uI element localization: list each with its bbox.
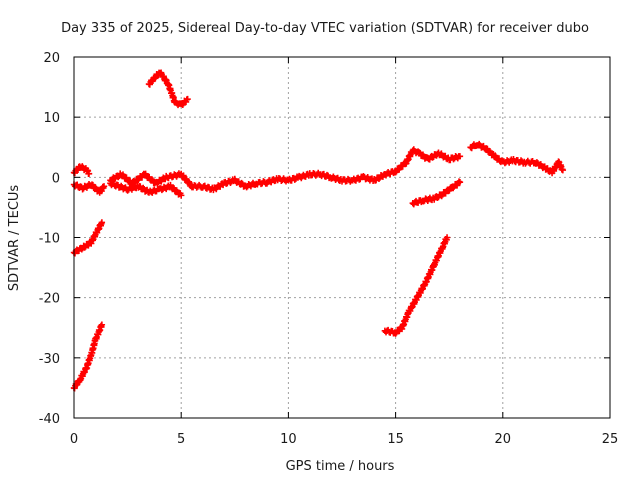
data-point [431, 245, 446, 268]
data-point [456, 178, 464, 186]
data-point [422, 262, 437, 286]
data-points [70, 69, 567, 392]
data-point [456, 153, 464, 160]
data-point [98, 219, 106, 226]
series-mid-track [409, 178, 464, 208]
y-tick-label: -40 [39, 412, 60, 427]
data-point [184, 95, 191, 103]
axis-ticks: 0 5 10 15 20 25 -40 -30 -20 -10 0 10 20 [39, 51, 619, 447]
grid-lines [74, 57, 610, 418]
y-tick-label: -10 [39, 232, 60, 247]
data-point [405, 296, 420, 317]
data-point [145, 69, 163, 88]
series-main-band [107, 146, 464, 194]
data-point [167, 181, 184, 198]
data-point [85, 170, 93, 177]
data-point [548, 160, 562, 177]
data-point [210, 180, 227, 194]
chart-title: Day 335 of 2025, Sidereal Day-to-day VTE… [61, 21, 589, 36]
y-tick-label: 0 [52, 171, 60, 186]
data-point [156, 69, 171, 88]
y-tick-label: -20 [39, 292, 60, 307]
x-tick-label: 0 [70, 432, 78, 447]
data-point [398, 309, 412, 333]
data-point [98, 321, 106, 328]
data-point [559, 166, 567, 174]
data-point [435, 149, 452, 163]
y-tick-label: 10 [43, 111, 60, 126]
data-point [100, 183, 108, 190]
x-tick-label: 25 [602, 432, 619, 447]
x-tick-label: 20 [495, 432, 512, 447]
series-peak-arc [145, 69, 191, 109]
y-axis-label: SDTVAR / TECUs [7, 185, 22, 292]
data-point [118, 171, 135, 187]
data-point [152, 174, 169, 187]
data-point [413, 281, 429, 300]
y-tick-label: 20 [43, 51, 60, 66]
x-axis-label: GPS time / hours [286, 459, 395, 474]
x-tick-label: 5 [177, 432, 185, 447]
data-point [92, 220, 105, 238]
series-right-band [467, 140, 567, 177]
data-point [531, 159, 548, 172]
data-point [178, 170, 195, 190]
data-point [403, 148, 416, 167]
x-tick-label: 10 [280, 432, 297, 447]
x-tick-label: 15 [387, 432, 404, 447]
data-point [446, 153, 462, 164]
series-main-band-lower [107, 180, 185, 199]
series-rising-track [381, 234, 451, 337]
data-point [92, 322, 105, 342]
data-point [178, 192, 185, 199]
data-point [443, 234, 451, 241]
series-upper-arc-B [70, 181, 108, 196]
data-point [77, 163, 90, 174]
data-point [371, 171, 388, 184]
y-tick-label: -30 [39, 352, 60, 367]
series-bottom-track [70, 321, 106, 392]
data-point [107, 180, 130, 193]
